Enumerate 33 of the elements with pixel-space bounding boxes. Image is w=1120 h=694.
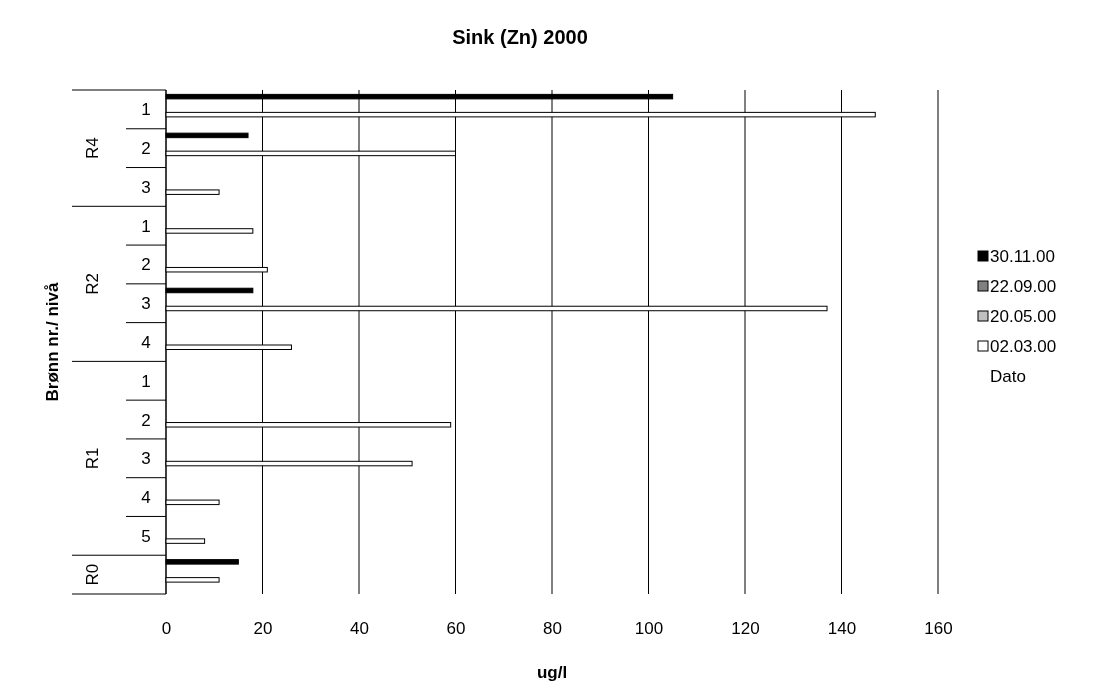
legend-label: 30.11.00 bbox=[990, 247, 1055, 266]
chart-title: Sink (Zn) 2000 bbox=[452, 26, 588, 48]
text: R1 bbox=[83, 447, 102, 470]
y-tick-label: 1 bbox=[141, 371, 151, 391]
x-axis-title: ug/l bbox=[536, 663, 568, 682]
x-tick-label: 20 bbox=[253, 619, 273, 639]
y-tick-label: 3 bbox=[141, 294, 151, 314]
y-axis-title: Brønn nr./ nivå bbox=[43, 281, 62, 402]
x-tick-label: 40 bbox=[350, 619, 369, 639]
y-tick-label: 2 bbox=[141, 255, 151, 275]
legend-label: 20.05.00 bbox=[990, 307, 1057, 326]
y-tick-label: 2 bbox=[141, 410, 151, 430]
x-tick-label: 100 bbox=[634, 619, 664, 639]
x-tick-label: 140 bbox=[827, 619, 857, 639]
x-tick-label: 0 bbox=[161, 619, 172, 639]
y-tick-label: 1 bbox=[141, 100, 151, 120]
text: R4 bbox=[83, 137, 102, 160]
y-tick-label: 1 bbox=[141, 216, 151, 236]
text: R0 bbox=[83, 563, 102, 586]
legend-title: Dato bbox=[990, 367, 1026, 386]
x-tick-label: 60 bbox=[446, 619, 466, 639]
y-tick-label: 4 bbox=[141, 333, 151, 352]
y-tick-label: 4 bbox=[141, 488, 151, 508]
x-tick-label: 160 bbox=[924, 619, 953, 639]
x-tick-label: 120 bbox=[731, 619, 760, 639]
y-tick-label: 3 bbox=[141, 449, 151, 469]
y-tick-label: 2 bbox=[141, 139, 151, 159]
y-tick-label: 5 bbox=[141, 526, 151, 546]
y-tick-label: 3 bbox=[141, 177, 151, 197]
text: R2 bbox=[83, 272, 102, 295]
legend-label: 02.03.00 bbox=[990, 337, 1057, 356]
x-tick-label: 80 bbox=[543, 619, 562, 639]
legend-label: 22.09.00 bbox=[990, 277, 1057, 296]
